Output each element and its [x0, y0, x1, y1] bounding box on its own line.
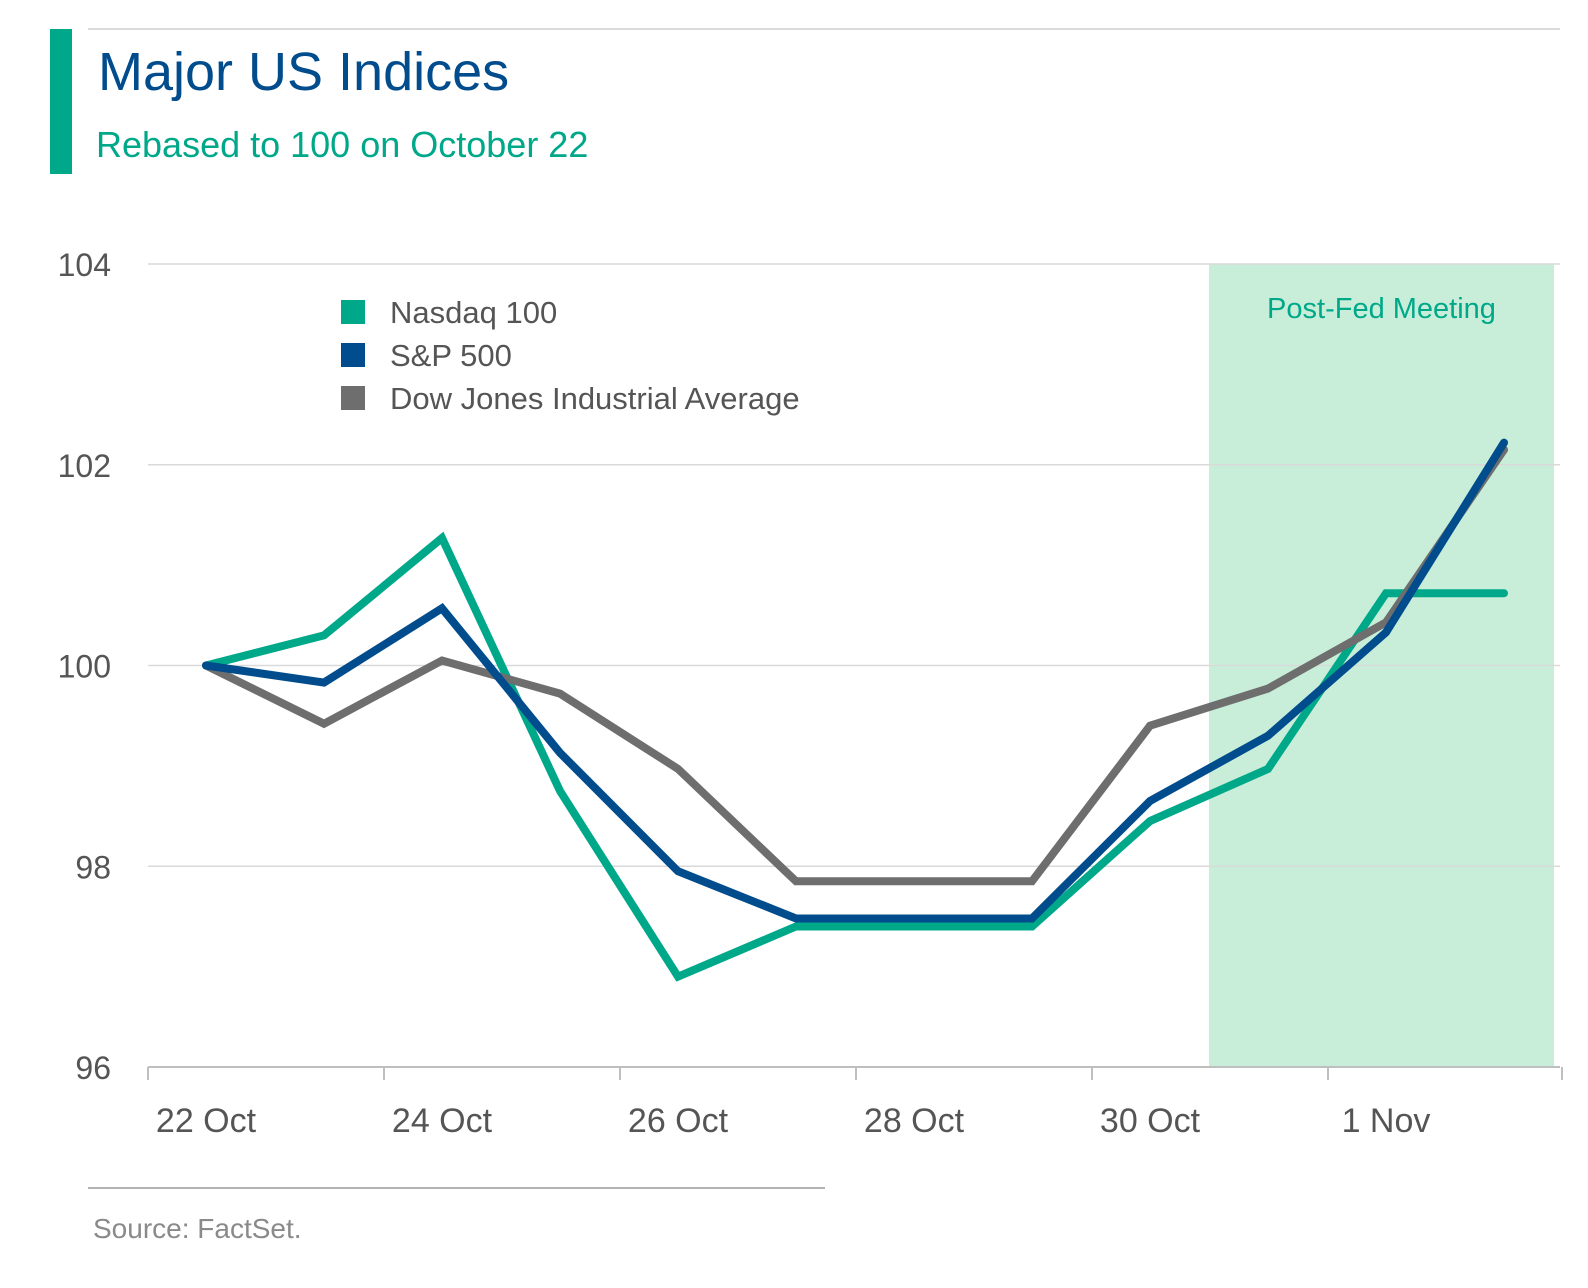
- post-fed-label: Post-Fed Meeting: [1267, 293, 1496, 325]
- series-line-s-p-500: [202, 438, 1508, 923]
- source-note: Source: FactSet.: [93, 1213, 302, 1244]
- x-tick-label: 26 Oct: [628, 1102, 729, 1140]
- y-axis-ticks: 96 98 100 102 104: [58, 247, 111, 1086]
- legend-label: Nasdaq 100: [390, 295, 557, 330]
- chart-title: Major US Indices: [98, 42, 509, 102]
- x-tick-label: 22 Oct: [156, 1102, 257, 1140]
- series-line-nasdaq-100: [202, 531, 1508, 982]
- x-tick-label: 28 Oct: [864, 1102, 965, 1140]
- x-axis: 22 Oct 24 Oct 26 Oct 28 Oct 30 Oct 1 Nov: [147, 1066, 1563, 1140]
- chart-subtitle: Rebased to 100 on October 22: [96, 124, 588, 165]
- legend: Nasdaq 100 S&P 500 Dow Jones Industrial Av…: [341, 295, 800, 416]
- legend-swatch: [341, 386, 365, 410]
- y-tick-label: 100: [58, 649, 111, 685]
- x-tick-label: 24 Oct: [392, 1102, 493, 1140]
- y-tick-label: 104: [58, 247, 111, 283]
- legend-label: S&P 500: [390, 338, 512, 373]
- x-tick-label: 1 Nov: [1342, 1102, 1431, 1140]
- legend-swatch: [341, 343, 365, 367]
- y-tick-label: 96: [75, 1050, 111, 1086]
- x-tick-label: 30 Oct: [1100, 1102, 1201, 1140]
- accent-bar: [50, 29, 72, 174]
- series-line-dow-jones-industrial-average: [202, 445, 1508, 886]
- y-tick-label: 102: [58, 448, 111, 484]
- series-lines: [202, 438, 1508, 982]
- legend-swatch: [341, 300, 365, 324]
- legend-label: Dow Jones Industrial Average: [390, 381, 800, 416]
- gridlines: [148, 263, 1560, 867]
- y-tick-label: 98: [75, 849, 111, 885]
